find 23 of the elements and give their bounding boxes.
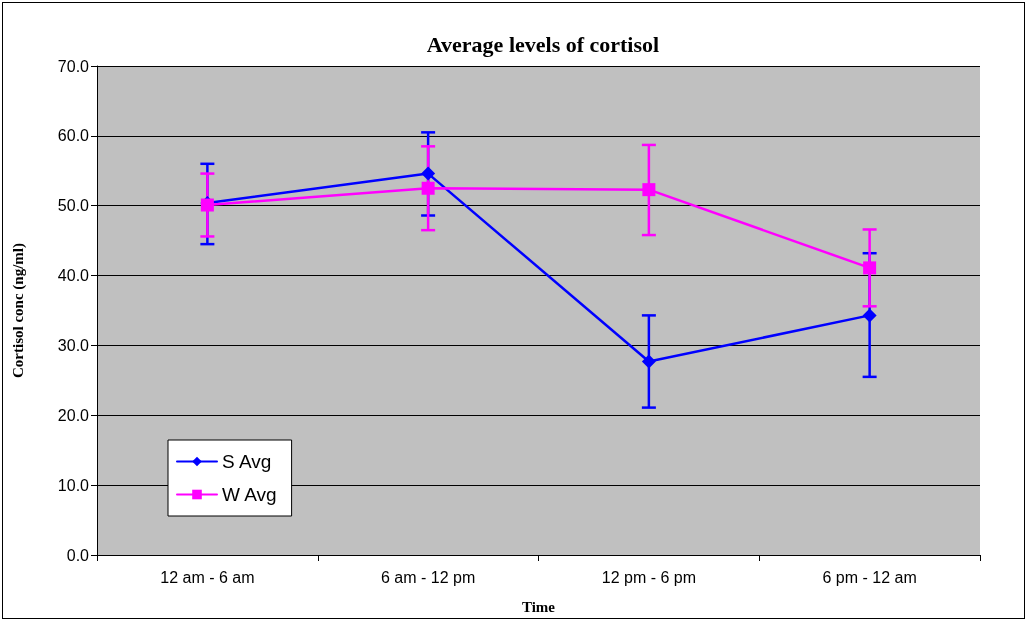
point xyxy=(421,166,436,181)
y-tick-label: 30.0 xyxy=(57,336,90,354)
point xyxy=(421,181,435,195)
point xyxy=(862,308,877,323)
y-tick-label: 20.0 xyxy=(57,406,90,424)
y-tick-label: 0.0 xyxy=(66,546,90,564)
x-tick-label: 12 am - 6 am xyxy=(160,568,255,586)
point xyxy=(642,183,656,197)
x-tick-label: 6 am - 12 pm xyxy=(380,568,476,586)
y-tick-label: 40.0 xyxy=(57,267,90,285)
x-tick-label: 12 pm - 6 pm xyxy=(601,568,697,586)
y-tick-label: 50.0 xyxy=(57,197,90,215)
legend-label: W Avg xyxy=(222,484,277,505)
y-axis-title: Cortisol conc (ng/ml) xyxy=(9,243,27,378)
y-tick-label: 10.0 xyxy=(57,476,90,494)
legend-label: S Avg xyxy=(222,451,272,472)
y-tick-label: 70.0 xyxy=(57,57,90,75)
x-tick-label: 6 pm - 12 am xyxy=(822,568,917,586)
y-tick-label: 60.0 xyxy=(57,127,90,145)
chart-title: Average levels of cortisol xyxy=(426,31,660,57)
x-axis-title: Time xyxy=(521,598,556,615)
point xyxy=(641,354,656,369)
point xyxy=(863,261,877,275)
